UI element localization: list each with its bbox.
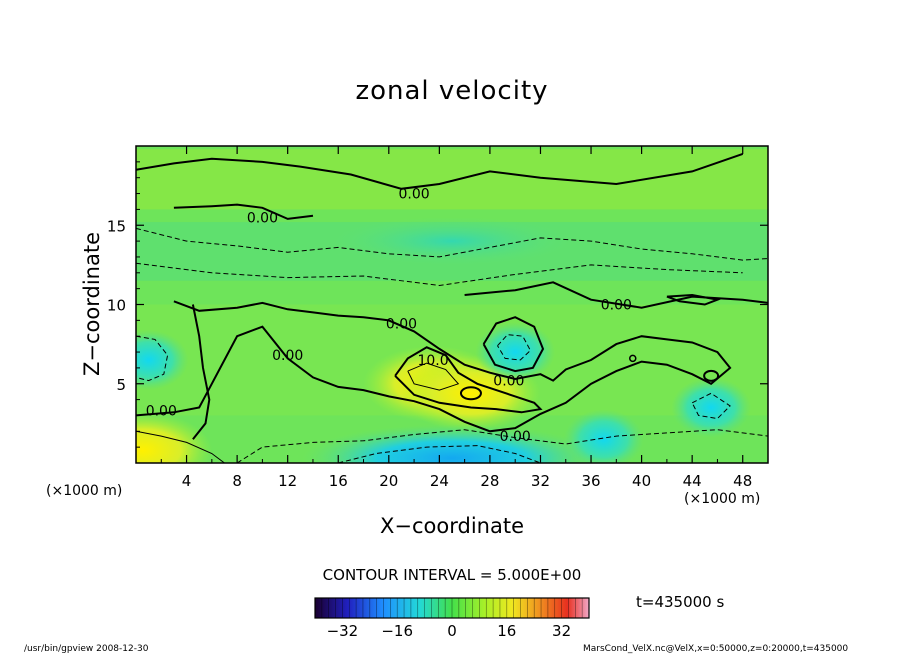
- field-extremum-9: [332, 217, 572, 266]
- x-axis-label: X−coordinate: [380, 514, 524, 538]
- x-unit-left: (×1000 m): [46, 483, 123, 499]
- contour-label-2: 0.00: [247, 210, 278, 226]
- contour-zero-closed: [666, 293, 722, 306]
- contour-label-3: 0.00: [601, 298, 632, 314]
- colorbar-tick-label: −32: [327, 622, 359, 640]
- field-extremum-8: [136, 412, 213, 463]
- contour-zero-right: [464, 281, 768, 309]
- y-tick-label: 15: [107, 217, 126, 235]
- x-tick-label: 28: [480, 472, 499, 490]
- time-label: t=435000 s: [636, 593, 725, 611]
- contour-label-5: 0.00: [272, 348, 303, 364]
- colorbar-tick-label: 0: [447, 622, 457, 640]
- contour-min-inner: [497, 334, 532, 361]
- contour-small-closed-right: [703, 369, 720, 382]
- x-unit-right: (×1000 m): [684, 491, 761, 507]
- contour-zero-upper-left: [173, 203, 314, 220]
- colorbar-tick-label: 32: [552, 622, 571, 640]
- x-tick-label: 32: [531, 472, 550, 490]
- field-upper-band: [136, 149, 768, 210]
- field-extremum-4: [136, 329, 189, 390]
- contour-label-7: 0.00: [146, 404, 177, 420]
- contour-fifteen: [407, 362, 460, 391]
- contour-label-6: 0.00: [493, 374, 524, 390]
- contour-zero-left-vertical: [191, 304, 211, 440]
- contour-label-8: 0.00: [500, 429, 531, 445]
- field-extremum-3: [475, 322, 556, 383]
- x-tick-label: 16: [329, 472, 348, 490]
- x-tick-label: 36: [581, 472, 600, 490]
- field-extremum-7: [671, 377, 752, 438]
- contour-neg-bottom: [236, 429, 768, 463]
- x-tick-label: 20: [379, 472, 398, 490]
- field-extremum-6: [563, 409, 644, 463]
- contour-left-min: [136, 335, 169, 382]
- y-tick-label: 10: [107, 297, 126, 315]
- x-tick-label: 24: [430, 472, 449, 490]
- contour-zero-top: [136, 152, 744, 190]
- contour-zero-main: [136, 300, 732, 433]
- footer-right: MarsCond_VelX.nc@VelX,x=0:50000,z=0:2000…: [583, 644, 849, 654]
- x-tick-label: 44: [683, 472, 702, 490]
- contour-tiny-closed: [629, 354, 637, 363]
- contour-ten: [394, 346, 543, 414]
- colorbar-tick-label: −16: [381, 622, 413, 640]
- chart-title: zonal velocity: [355, 76, 549, 106]
- contour-neg-upper: [136, 227, 768, 261]
- contour-min-closed: [482, 316, 545, 373]
- colorbar-frame: [314, 597, 590, 619]
- contour-label-4: 0.00: [386, 317, 417, 333]
- contour-label-1: 0.00: [398, 187, 429, 203]
- x-tick-label: 48: [733, 472, 752, 490]
- contour-min-right: [691, 392, 731, 420]
- x-tick-label: 40: [632, 472, 651, 490]
- contour-label-9: 10.0: [417, 353, 448, 369]
- y-tick-label: 5: [116, 376, 126, 394]
- x-tick-label: 12: [278, 472, 297, 490]
- contour-core-max: [459, 386, 482, 401]
- colorbar-tick-label: 16: [497, 622, 516, 640]
- contour-interval-label: CONTOUR INTERVAL = 5.000E+00: [322, 566, 582, 584]
- x-tick-label: 4: [182, 472, 192, 490]
- contour-neg-bottom-inner: [338, 445, 541, 463]
- x-tick-label: 8: [232, 472, 242, 490]
- footer-left: /usr/bin/gpview 2008-12-30: [24, 644, 149, 654]
- contour-pos-bottom-left: [136, 430, 225, 463]
- contour-neg-mid: [136, 262, 743, 287]
